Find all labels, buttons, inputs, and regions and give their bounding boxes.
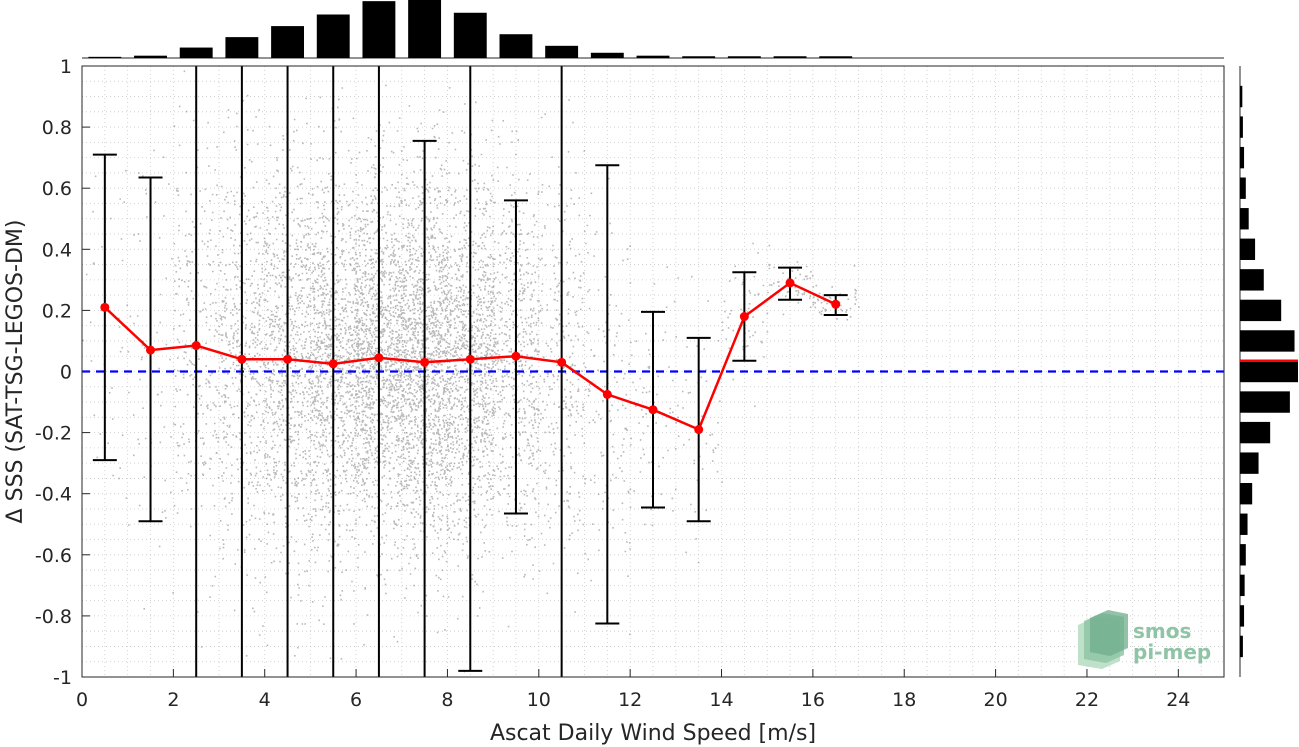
error-bars <box>92 66 848 677</box>
y-axis-label: Δ SSS (SAT-TSG-LEGOS-DM) <box>3 220 28 524</box>
top-histogram-bar <box>499 34 533 58</box>
right-histogram-bar <box>1240 85 1243 108</box>
right-histogram-bar <box>1240 330 1295 352</box>
mean-point <box>283 354 293 364</box>
right-histogram-bar <box>1240 177 1246 199</box>
right-histogram-bar <box>1240 544 1246 566</box>
mean-point <box>420 357 430 367</box>
right-histogram-bar <box>1240 116 1243 138</box>
x-tick-label: 16 <box>801 689 825 711</box>
top-histogram-bar <box>773 56 807 58</box>
mean-point <box>100 302 110 312</box>
x-tick-label: 0 <box>76 689 88 711</box>
mean-point <box>328 359 338 369</box>
right-histogram-bar <box>1240 146 1245 169</box>
top-histogram-bar <box>88 56 122 58</box>
x-tick-label: 12 <box>618 689 642 711</box>
right-histogram-bar <box>1240 391 1290 413</box>
top-histogram-bar <box>225 37 259 58</box>
right-histogram-bar <box>1240 635 1243 658</box>
y-tick-label: 1 <box>60 56 72 78</box>
top-histogram-bar <box>727 56 761 58</box>
right-histogram <box>1239 66 1298 677</box>
mean-point <box>191 341 201 351</box>
logo-line1: smos <box>1133 619 1191 643</box>
mean-point <box>465 354 475 364</box>
y-tick-label: 0 <box>60 362 72 384</box>
mean-point <box>557 357 567 367</box>
mean-point <box>739 312 749 322</box>
top-histogram-bar <box>408 0 442 58</box>
right-histogram-bar <box>1240 452 1259 474</box>
mean-point <box>648 405 658 415</box>
top-histogram-bar <box>316 14 350 58</box>
mean-point <box>146 345 156 355</box>
x-axis-label: Ascat Daily Wind Speed [m/s] <box>490 721 816 746</box>
top-histogram <box>82 0 1224 59</box>
mean-point <box>374 353 384 363</box>
right-histogram-bar <box>1240 299 1282 322</box>
y-tick-label: 0.4 <box>42 239 72 261</box>
x-tick-label: 22 <box>1075 689 1099 711</box>
mean-point <box>511 351 521 361</box>
top-histogram-bar <box>545 45 579 58</box>
top-histogram-bar <box>179 47 213 58</box>
mean-point <box>785 278 795 288</box>
y-tick-label: 0.8 <box>42 117 72 139</box>
mean-point <box>831 299 841 309</box>
top-histogram-bar <box>590 52 624 58</box>
right-histogram-bar <box>1240 421 1271 444</box>
mean-point <box>694 425 704 435</box>
x-tick-label: 14 <box>709 689 733 711</box>
right-histogram-bar <box>1240 483 1253 505</box>
y-tick-label: 0.6 <box>42 178 72 200</box>
logo-line2: pi-mep <box>1133 640 1211 664</box>
x-tick-label: 8 <box>441 689 453 711</box>
x-tick-label: 18 <box>892 689 916 711</box>
x-tick-label: 10 <box>527 689 551 711</box>
x-axis: 0 2 4 6 8 10 12 14 16 18 20 22 24 <box>76 669 1190 711</box>
right-histogram-bar <box>1240 238 1256 260</box>
y-tick-label: -0.8 <box>35 606 72 628</box>
y-tick-label: -1 <box>53 667 72 689</box>
y-tick-label: 0.2 <box>42 300 72 322</box>
x-tick-label: 2 <box>167 689 179 711</box>
mean-line <box>100 278 841 435</box>
right-histogram-bar <box>1240 605 1245 627</box>
x-tick-label: 4 <box>259 689 271 711</box>
top-histogram-bar <box>819 56 853 58</box>
mean-point <box>602 389 612 399</box>
y-axis: -1 -0.8 -0.6 -0.4 -0.2 0 0.2 0.4 0.6 0.8 1 <box>35 56 90 689</box>
top-histogram-bar <box>682 56 716 58</box>
mean-point <box>237 354 247 364</box>
top-histogram-bar <box>362 1 396 59</box>
right-histogram-bar <box>1240 208 1249 230</box>
y-tick-label: -0.6 <box>35 545 72 567</box>
top-histogram-bar <box>134 55 167 58</box>
right-histogram-bar <box>1240 574 1245 597</box>
x-tick-label: 24 <box>1166 689 1190 711</box>
smos-pimep-logo: smos pi-mep <box>1078 610 1211 669</box>
x-tick-label: 20 <box>984 689 1008 711</box>
right-histogram-bar <box>1240 360 1298 383</box>
top-histogram-bar <box>453 12 487 58</box>
y-tick-label: -0.4 <box>35 484 72 506</box>
top-histogram-bar <box>271 26 305 58</box>
x-tick-label: 6 <box>350 689 362 711</box>
y-tick-label: -0.2 <box>35 423 72 445</box>
right-histogram-bar <box>1240 269 1264 291</box>
top-histogram-bar <box>636 55 670 58</box>
right-histogram-bar <box>1240 513 1248 535</box>
